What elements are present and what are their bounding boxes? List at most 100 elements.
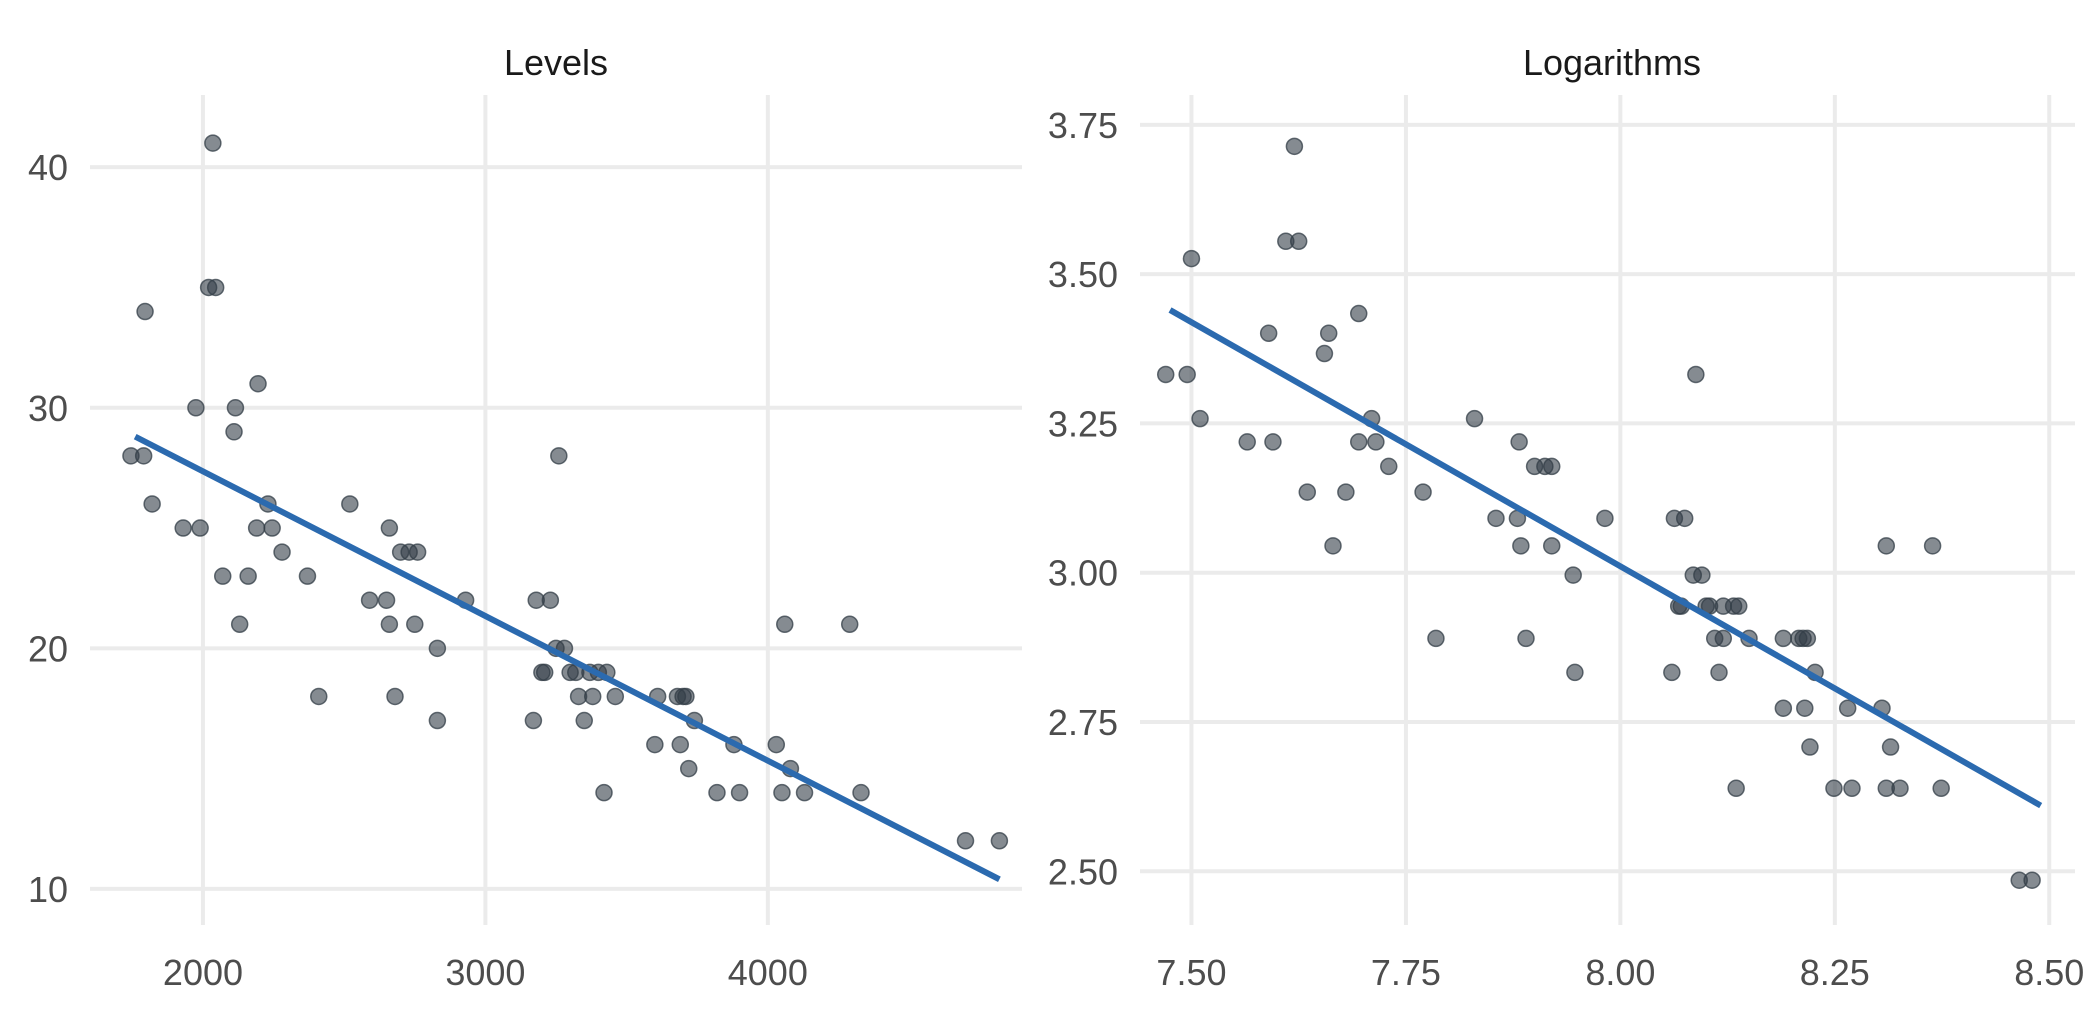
logarithms-data-point xyxy=(1542,457,1561,476)
levels-data-point xyxy=(990,832,1009,850)
levels-panel-title: Levels xyxy=(504,42,608,83)
logarithms-data-point xyxy=(1264,433,1282,451)
levels-data-point xyxy=(341,495,359,513)
logarithms-data-point xyxy=(1542,537,1561,555)
levels-data-point xyxy=(550,447,568,465)
levels-data-point xyxy=(852,783,870,802)
levels-points xyxy=(122,134,1009,850)
levels-data-point xyxy=(134,447,153,465)
levels-data-point xyxy=(408,543,427,561)
logarithms-data-point xyxy=(1801,738,1819,756)
levels-data-point xyxy=(428,639,447,658)
levels-data-point xyxy=(730,783,749,802)
levels-data-point xyxy=(606,687,625,706)
levels-x-tick-label: 2000 xyxy=(163,952,243,993)
logarithms-data-point xyxy=(1319,324,1338,343)
logarithms-data-point xyxy=(1881,738,1900,756)
logarithms-data-point xyxy=(1877,537,1896,555)
logarithms-data-point xyxy=(1796,699,1814,717)
logarithms-x-tick-label: 8.25 xyxy=(1800,952,1870,993)
logarithms-data-point xyxy=(1259,324,1278,343)
logarithms-data-point xyxy=(1414,483,1432,501)
levels-fit-line xyxy=(133,433,1001,882)
logarithms-data-point xyxy=(1298,483,1317,501)
logarithms-x-tick-label: 8.00 xyxy=(1585,952,1655,993)
logarithms-tick-labels: 2.50 2.75 3.00 3.25 3.50 3.75 7.50 7.75 8.00 8.25… xyxy=(1048,105,2084,993)
levels-data-point xyxy=(767,735,786,754)
logarithms-x-tick-label: 7.75 xyxy=(1371,952,1441,993)
levels-data-point xyxy=(298,567,317,585)
logarithms-data-point xyxy=(1337,483,1355,501)
levels-data-point xyxy=(380,519,399,537)
levels-data-point xyxy=(840,615,859,634)
levels-x-tick-label: 3000 xyxy=(445,952,525,993)
levels-data-point xyxy=(273,543,291,561)
levels-data-point xyxy=(204,134,222,152)
logarithms-data-point xyxy=(2023,871,2041,889)
logarithms-data-point xyxy=(1564,566,1582,584)
logarithms-data-point xyxy=(1663,663,1681,682)
logarithms-data-point xyxy=(1510,433,1528,451)
levels-gridlines xyxy=(90,95,1022,925)
logarithms-y-tick-label: 2.75 xyxy=(1048,702,1118,743)
logarithms-data-point xyxy=(1774,699,1793,717)
levels-fit-line-group xyxy=(133,433,1001,882)
levels-data-point xyxy=(575,711,593,730)
levels-data-point xyxy=(174,519,192,537)
levels-y-tick-label: 20 xyxy=(28,628,68,669)
logarithms-data-point xyxy=(1923,537,1942,555)
levels-data-point xyxy=(360,591,379,609)
logarithms-data-point xyxy=(1289,232,1308,251)
levels-data-point xyxy=(776,615,794,634)
logarithms-fit-line-group xyxy=(1168,307,2043,809)
logarithms-data-point xyxy=(1349,304,1368,323)
logarithms-data-point xyxy=(1285,137,1304,156)
logarithms-data-point xyxy=(1566,663,1584,682)
logarithms-data-point xyxy=(1932,779,1950,798)
levels-data-point xyxy=(795,783,814,802)
logarithms-data-point xyxy=(1714,629,1733,648)
logarithms-data-point xyxy=(1182,249,1201,268)
logarithms-data-point xyxy=(1427,629,1445,648)
levels-data-point xyxy=(773,783,791,802)
levels-data-point xyxy=(239,567,257,585)
logarithms-y-tick-label: 2.50 xyxy=(1048,851,1118,892)
logarithms-data-point xyxy=(1367,433,1385,451)
levels-data-point xyxy=(646,735,664,754)
levels-data-point xyxy=(377,591,396,609)
levels-data-point xyxy=(225,423,243,441)
logarithms-data-point xyxy=(1727,779,1745,798)
levels-y-tick-label: 40 xyxy=(28,147,68,188)
logarithms-data-point xyxy=(1349,433,1368,451)
logarithms-y-tick-label: 3.00 xyxy=(1048,553,1118,594)
levels-data-point xyxy=(677,687,695,706)
logarithms-data-point xyxy=(1238,433,1256,451)
logarithms-data-point xyxy=(1693,566,1711,584)
levels-data-point xyxy=(380,615,399,634)
levels-data-point xyxy=(595,783,613,802)
logarithms-data-point xyxy=(1156,365,1175,384)
logarithms-data-point xyxy=(1178,365,1196,384)
levels-data-point xyxy=(213,567,232,585)
logarithms-data-point xyxy=(1838,699,1857,717)
logarithms-data-point xyxy=(1729,597,1748,615)
levels-data-point xyxy=(406,615,424,634)
levels-data-point xyxy=(541,591,560,609)
logarithms-data-point xyxy=(1596,509,1614,528)
levels-data-point xyxy=(310,687,328,706)
levels-data-point xyxy=(230,615,249,634)
logarithms-data-point xyxy=(1891,779,1909,798)
levels-data-point xyxy=(956,832,975,850)
levels-data-point xyxy=(583,687,602,706)
logarithms-y-tick-label: 3.75 xyxy=(1048,105,1118,146)
logarithms-panel-title: Logarithms xyxy=(1523,42,1701,83)
logarithms-x-tick-label: 8.50 xyxy=(2014,952,2084,993)
levels-data-point xyxy=(247,519,266,537)
logarithms-data-point xyxy=(1315,344,1334,363)
logarithms-data-point xyxy=(1843,779,1861,798)
levels-data-point xyxy=(143,495,161,513)
logarithms-fit-line xyxy=(1168,307,2043,809)
logarithms-data-point xyxy=(1191,409,1209,428)
logarithms-data-point xyxy=(1774,629,1793,648)
levels-data-point xyxy=(249,374,267,393)
